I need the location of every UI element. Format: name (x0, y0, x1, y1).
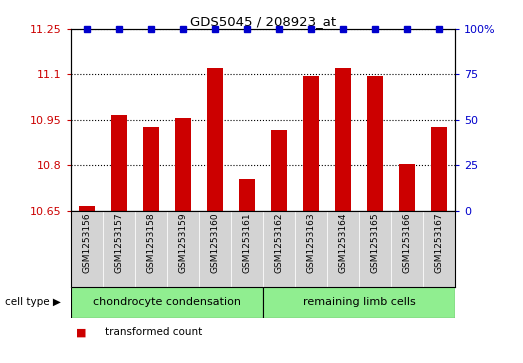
FancyBboxPatch shape (359, 211, 391, 287)
Bar (207, 68, 223, 211)
Text: ■: ■ (76, 327, 86, 337)
Bar (335, 68, 351, 211)
Bar (111, 115, 127, 211)
Bar (271, 130, 287, 211)
Text: GSM1253164: GSM1253164 (338, 213, 347, 273)
Bar (78, 206, 95, 211)
FancyBboxPatch shape (423, 211, 455, 287)
Text: GSM1253160: GSM1253160 (210, 213, 219, 273)
Text: GSM1253158: GSM1253158 (146, 213, 155, 273)
Text: GSM1253156: GSM1253156 (82, 213, 91, 273)
Text: GSM1253165: GSM1253165 (370, 213, 379, 273)
Text: GSM1253157: GSM1253157 (114, 213, 123, 273)
Bar (71, 287, 263, 318)
FancyBboxPatch shape (231, 211, 263, 287)
Text: GSM1253166: GSM1253166 (403, 213, 412, 273)
Bar (399, 164, 415, 211)
Text: remaining limb cells: remaining limb cells (302, 297, 415, 307)
Bar (431, 127, 447, 211)
Text: chondrocyte condensation: chondrocyte condensation (93, 297, 241, 307)
Bar (367, 76, 383, 211)
Bar (263, 287, 455, 318)
Text: GSM1253167: GSM1253167 (435, 213, 444, 273)
Text: transformed count: transformed count (105, 327, 202, 337)
Text: GSM1253163: GSM1253163 (306, 213, 315, 273)
FancyBboxPatch shape (199, 211, 231, 287)
FancyBboxPatch shape (167, 211, 199, 287)
FancyBboxPatch shape (71, 211, 103, 287)
Bar (143, 127, 158, 211)
Text: GSM1253159: GSM1253159 (178, 213, 187, 273)
Bar (239, 179, 255, 211)
Title: GDS5045 / 208923_at: GDS5045 / 208923_at (190, 15, 336, 28)
FancyBboxPatch shape (263, 211, 295, 287)
Text: GSM1253162: GSM1253162 (275, 213, 283, 273)
Bar (175, 118, 191, 211)
FancyBboxPatch shape (103, 211, 135, 287)
Bar (303, 76, 319, 211)
FancyBboxPatch shape (391, 211, 423, 287)
FancyBboxPatch shape (295, 211, 327, 287)
Text: cell type ▶: cell type ▶ (5, 297, 61, 307)
Text: GSM1253161: GSM1253161 (242, 213, 251, 273)
FancyBboxPatch shape (135, 211, 167, 287)
FancyBboxPatch shape (327, 211, 359, 287)
